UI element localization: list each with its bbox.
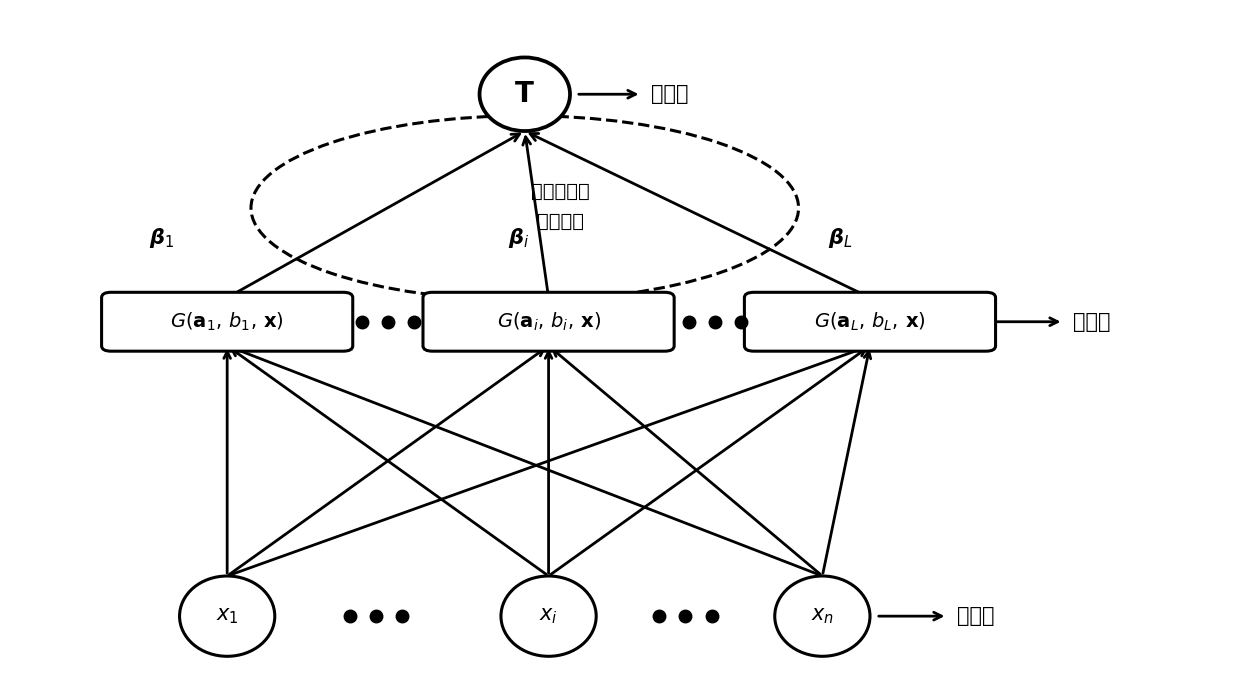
FancyBboxPatch shape [423,292,675,351]
Text: $x_i$: $x_i$ [539,606,558,626]
Ellipse shape [501,576,596,657]
Text: $G(\mathbf{a}_L,\,b_L,\,\mathbf{x})$: $G(\mathbf{a}_L,\,b_L,\,\mathbf{x})$ [815,311,926,333]
Text: 隐藏层: 隐藏层 [1073,312,1111,332]
Text: $\mathbf{T}$: $\mathbf{T}$ [515,80,536,108]
Ellipse shape [775,576,870,657]
Text: 输出层: 输出层 [651,84,688,105]
FancyBboxPatch shape [102,292,352,351]
Text: 输入层: 输入层 [957,606,994,626]
Text: $x_1$: $x_1$ [216,606,238,626]
Ellipse shape [180,576,275,657]
Text: $\boldsymbol{\beta}_1$: $\boldsymbol{\beta}_1$ [149,226,175,250]
Text: 约束条件: 约束条件 [537,212,584,231]
Text: $\boldsymbol{\beta}_L$: $\boldsymbol{\beta}_L$ [828,226,853,250]
Text: $G(\mathbf{a}_i,\,b_i,\,\mathbf{x})$: $G(\mathbf{a}_i,\,b_i,\,\mathbf{x})$ [496,311,600,333]
Text: $x_n$: $x_n$ [811,606,835,626]
Text: $\boldsymbol{\beta}_i$: $\boldsymbol{\beta}_i$ [508,226,529,250]
Text: $G(\mathbf{a}_1,\,b_1,\,\mathbf{x})$: $G(\mathbf{a}_1,\,b_1,\,\mathbf{x})$ [170,311,284,333]
Ellipse shape [480,57,570,131]
FancyBboxPatch shape [744,292,996,351]
Text: 问题导向的: 问题导向的 [531,182,590,201]
